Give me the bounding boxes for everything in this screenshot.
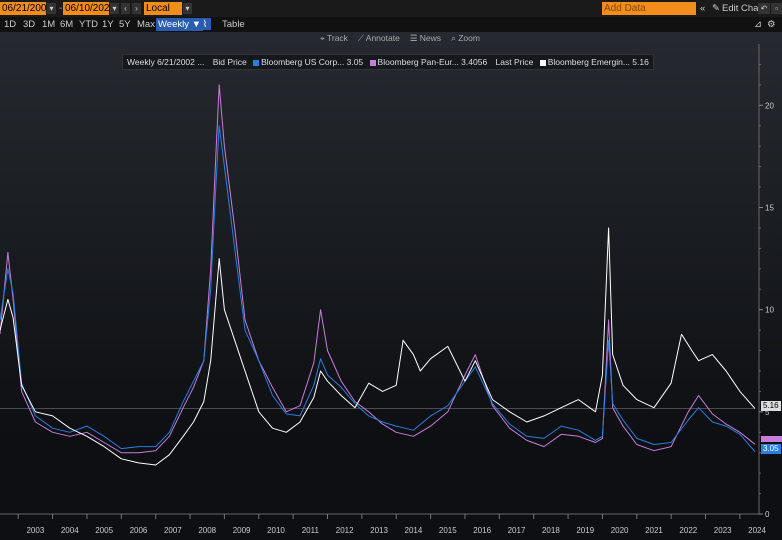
x-tick-label: 2007 xyxy=(164,526,182,535)
pencil-icon[interactable]: ✎ xyxy=(712,3,720,14)
y-tick-label: 10 xyxy=(765,306,774,315)
currency-dropdown-icon[interactable]: ▾ xyxy=(183,3,192,14)
next-period-icon[interactable]: › xyxy=(132,3,141,14)
period-max[interactable]: Max xyxy=(137,19,155,30)
annotate-label: Annotate xyxy=(365,33,400,43)
table-button[interactable]: Table xyxy=(222,19,245,30)
last-label-pan-eur xyxy=(761,436,782,442)
chart-area xyxy=(0,32,782,540)
period-3d[interactable]: 3D xyxy=(23,19,36,30)
chart-svg[interactable]: 0 5 10 15 20 2003 2004 2005 2006 2007 2008 2009 2010… xyxy=(0,32,782,540)
series-line-us-corp[interactable] xyxy=(0,125,756,453)
x-tick-label: 2011 xyxy=(302,526,320,535)
legend-swatch-emerging xyxy=(539,59,546,66)
x-tick-label: 2010 xyxy=(267,526,285,535)
series-line-pan-eur[interactable] xyxy=(0,84,756,454)
currency-field[interactable]: Local CCY xyxy=(144,2,182,27)
top-toolbar: 06/21/2002 ▾ - 06/10/2024 ▾ ‹ › Local CC… xyxy=(0,0,782,27)
x-tick-label: 2008 xyxy=(198,526,216,535)
series-line-emerging[interactable] xyxy=(0,227,756,466)
close-icon[interactable]: ▫ xyxy=(771,3,782,14)
legend-bid-price: Bid Price xyxy=(212,57,247,67)
period-toolbar: 1D 3D 1M 6M YTD 1Y 5Y Max Weekly ▼ ⌇ Tab… xyxy=(0,17,782,32)
x-tick-label: 2021 xyxy=(645,526,663,535)
x-tick-label: 2019 xyxy=(576,526,594,535)
chart-type-icon[interactable]: ⌇ xyxy=(199,18,211,30)
zoom-tool[interactable]: ⌕ Zoom xyxy=(451,33,480,43)
x-tick-label: 2015 xyxy=(439,526,457,535)
annotate-tool[interactable]: ⟋ Annotate xyxy=(357,33,400,43)
legend-prefix: Weekly 6/21/2002 ... xyxy=(127,57,205,67)
period-1y[interactable]: 1Y xyxy=(102,19,114,30)
y-tick-label: 5 xyxy=(765,408,770,417)
start-date-calendar-icon[interactable]: ▾ xyxy=(47,3,56,14)
x-tick-label: 2013 xyxy=(370,526,388,535)
period-6m[interactable]: 6M xyxy=(60,19,74,30)
end-date-calendar-icon[interactable]: ▾ xyxy=(110,3,119,14)
x-tick-label: 2003 xyxy=(26,526,44,535)
x-tick-label: 2024 xyxy=(748,526,766,535)
x-tick-label: 2016 xyxy=(473,526,491,535)
edit-chart-button[interactable]: Edit Chart xyxy=(722,3,765,14)
period-5y[interactable]: 5Y xyxy=(119,19,131,30)
period-ytd[interactable]: YTD xyxy=(79,19,98,30)
legend-swatch-us-corp xyxy=(253,59,260,66)
track-label: Track xyxy=(327,33,348,43)
legend-last-price: Last Price xyxy=(495,57,534,67)
legend-swatch-pan-eur xyxy=(369,59,376,66)
news-tool[interactable]: ☰ News xyxy=(409,33,442,43)
y-tick-label: 0 xyxy=(765,510,770,519)
gear-icon[interactable]: ⚙ xyxy=(767,19,776,30)
y-tick-label: 15 xyxy=(765,203,774,212)
last-label-emerging: 5.16 xyxy=(761,401,781,411)
x-tick-label: 2020 xyxy=(611,526,629,535)
add-data-input[interactable]: Add Data xyxy=(602,2,696,15)
chart-legend: Weekly 6/21/2002 ... Bid Price Bloomberg… xyxy=(122,54,654,70)
undo-icon[interactable]: ↶ xyxy=(758,3,770,14)
x-tick-label: 2014 xyxy=(405,526,423,535)
date-separator: - xyxy=(59,3,63,14)
x-tick-label: 2009 xyxy=(233,526,251,535)
chart-toolbox: ⌖ Track ⟋ Annotate ☰ News ⌕ Zoom xyxy=(320,33,480,45)
frequency-dropdown[interactable]: Weekly ▼ xyxy=(156,18,204,31)
news-label: News xyxy=(419,33,442,43)
track-tool[interactable]: ⌖ Track xyxy=(320,33,348,43)
x-tick-label: 2017 xyxy=(508,526,526,535)
x-tick-label: 2006 xyxy=(130,526,148,535)
x-tick-label: 2023 xyxy=(714,526,732,535)
x-tick-label: 2005 xyxy=(95,526,113,535)
x-tick-label: 2018 xyxy=(542,526,560,535)
legend-emerging[interactable]: Bloomberg Emergin... 5.16 xyxy=(547,57,649,67)
last-label-us-corp: 3.05 xyxy=(761,444,781,454)
pin-icon[interactable]: ⊿ xyxy=(754,19,762,30)
legend-us-corp[interactable]: Bloomberg US Corp... 3.05 xyxy=(261,57,364,67)
period-1d[interactable]: 1D xyxy=(4,19,17,30)
start-date-field[interactable]: 06/21/2002 xyxy=(0,2,53,15)
period-1m[interactable]: 1M xyxy=(42,19,56,30)
zoom-label: Zoom xyxy=(458,33,480,43)
x-tick-label: 2004 xyxy=(61,526,79,535)
end-date-field[interactable]: 06/10/2024 xyxy=(63,2,116,15)
collapse-icon[interactable]: « xyxy=(700,3,706,14)
legend-pan-eur[interactable]: Bloomberg Pan-Eur... 3.4056 xyxy=(377,57,488,67)
prev-period-icon[interactable]: ‹ xyxy=(121,3,130,14)
y-tick-label: 20 xyxy=(765,101,774,110)
x-tick-label: 2022 xyxy=(679,526,697,535)
x-tick-label: 2012 xyxy=(336,526,354,535)
